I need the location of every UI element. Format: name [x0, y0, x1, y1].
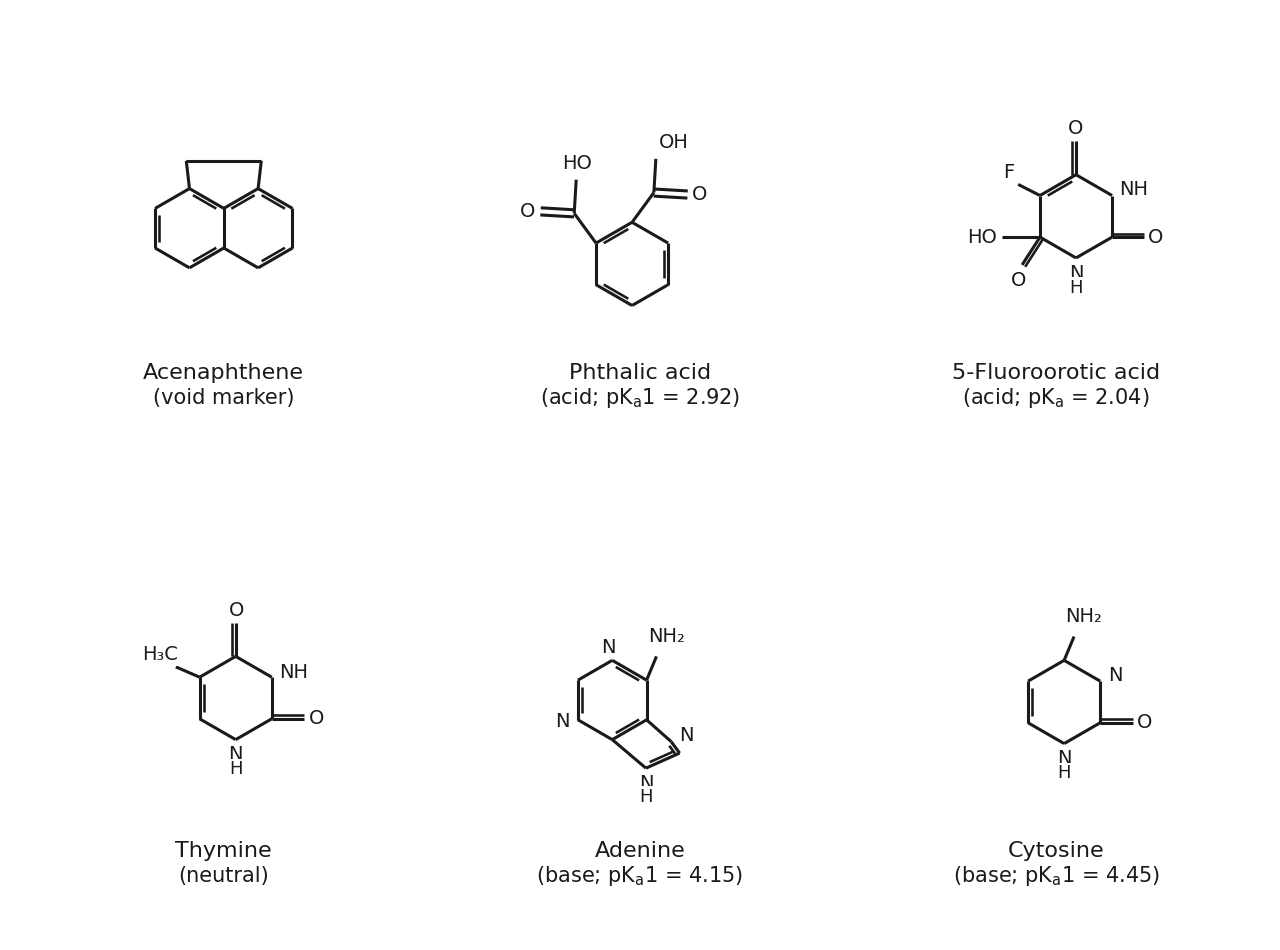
Text: O: O: [1010, 272, 1025, 291]
Text: Acenaphthene: Acenaphthene: [143, 363, 305, 383]
Text: (base; p$\mathregular{K_a}$1 = 4.15): (base; p$\mathregular{K_a}$1 = 4.15): [536, 864, 744, 887]
Text: (acid; p$\mathregular{K_a}$ = 2.04): (acid; p$\mathregular{K_a}$ = 2.04): [963, 386, 1149, 409]
Text: H: H: [639, 788, 653, 806]
Text: (void marker): (void marker): [154, 388, 294, 408]
Text: H₃C: H₃C: [142, 645, 178, 664]
Text: O: O: [1137, 713, 1152, 732]
Text: N: N: [1057, 750, 1071, 769]
Text: Adenine: Adenine: [595, 841, 685, 861]
Text: OH: OH: [659, 133, 689, 152]
Text: O: O: [1069, 119, 1084, 138]
Text: HO: HO: [562, 154, 593, 173]
Text: N: N: [1069, 263, 1083, 282]
Text: N: N: [639, 773, 653, 792]
Text: O: O: [229, 600, 244, 619]
Text: H: H: [1057, 765, 1071, 782]
Text: O: O: [520, 201, 535, 220]
Text: (acid; p$\mathregular{K_a}$1 = 2.92): (acid; p$\mathregular{K_a}$1 = 2.92): [540, 386, 740, 409]
Text: N: N: [554, 712, 570, 732]
Text: F: F: [1004, 163, 1015, 182]
Text: O: O: [1148, 228, 1164, 247]
Text: Thymine: Thymine: [175, 841, 273, 861]
Text: H: H: [1069, 278, 1083, 296]
Text: NH: NH: [1120, 180, 1148, 200]
Text: 5-Fluoroorotic acid: 5-Fluoroorotic acid: [952, 363, 1160, 383]
Text: N: N: [678, 726, 694, 745]
Text: Phthalic acid: Phthalic acid: [568, 363, 712, 383]
Text: O: O: [691, 185, 707, 204]
Text: NH: NH: [279, 663, 308, 682]
Text: N: N: [228, 745, 243, 764]
Text: N: N: [602, 638, 616, 657]
Text: NH₂: NH₂: [1065, 607, 1102, 626]
Text: Cytosine: Cytosine: [1007, 841, 1105, 861]
Text: (neutral): (neutral): [178, 865, 269, 885]
Text: N: N: [1108, 666, 1123, 685]
Text: HO: HO: [968, 228, 997, 247]
Text: (base; p$\mathregular{K_a}$1 = 4.45): (base; p$\mathregular{K_a}$1 = 4.45): [952, 864, 1160, 887]
Text: H: H: [229, 760, 242, 778]
Text: O: O: [308, 710, 324, 729]
Text: NH₂: NH₂: [648, 627, 685, 646]
